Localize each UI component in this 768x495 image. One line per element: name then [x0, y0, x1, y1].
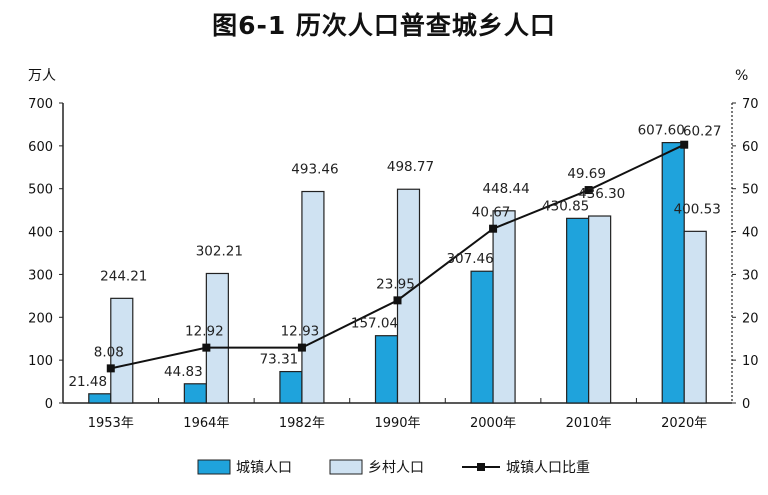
legend-label-urban: 城镇人口 [236, 460, 292, 476]
data-label-ratio: 8.08 [94, 344, 124, 360]
data-label-rural: 448.44 [482, 181, 529, 197]
x-tick-label: 1982年 [279, 416, 325, 431]
right-tick-label: 70 [742, 97, 759, 112]
bar-urban [279, 370, 303, 404]
left-tick-label: 700 [28, 97, 53, 112]
bar-rural [492, 210, 516, 404]
bar-rural [396, 188, 421, 404]
x-tick-label: 2020年 [661, 416, 707, 431]
left-tick-label: 0 [45, 397, 53, 412]
x-tick-label: 1964年 [183, 416, 229, 431]
data-label-urban: 430.85 [542, 198, 589, 214]
data-label-rural: 436.30 [578, 186, 625, 202]
x-tick-label: 2000年 [470, 416, 516, 431]
right-tick-label: 10 [742, 354, 759, 369]
bar-rural [205, 272, 229, 404]
bar-urban [183, 383, 207, 404]
data-label-ratio: 23.95 [376, 276, 415, 292]
x-tick-label: 1953年 [88, 416, 134, 431]
data-label-ratio: 40.67 [472, 205, 511, 221]
data-label-ratio: 49.69 [567, 166, 606, 182]
left-tick-label: 300 [28, 268, 53, 283]
line-marker [297, 343, 306, 352]
bar-urban [470, 270, 494, 404]
bar-urban [566, 217, 590, 404]
data-label-urban: 307.46 [446, 251, 493, 267]
chart-title: 图6-1 历次人口普查城乡人口 [212, 11, 556, 40]
line-marker [202, 343, 211, 352]
left-tick-label: 500 [28, 183, 53, 198]
left-tick-label: 400 [28, 226, 53, 241]
legend-swatch-rural [329, 459, 363, 475]
left-tick-label: 600 [28, 140, 53, 155]
line-marker [489, 224, 498, 233]
right-tick-label: 60 [742, 140, 759, 155]
right-axis-unit: % [735, 68, 748, 84]
right-tick-label: 30 [742, 268, 759, 283]
right-tick-label: 20 [742, 311, 759, 326]
bar-urban [88, 393, 112, 404]
x-tick-label: 1990年 [374, 416, 420, 431]
bar-rural [683, 230, 707, 404]
left-tick-label: 100 [28, 354, 53, 369]
data-label-urban: 21.48 [68, 374, 107, 390]
data-label-ratio: 60.27 [683, 124, 722, 140]
data-label-urban: 157.04 [351, 316, 398, 332]
right-tick-label: 40 [742, 226, 759, 241]
data-label-ratio: 12.92 [185, 324, 224, 340]
bar-urban [661, 142, 685, 404]
bar-urban [374, 335, 399, 404]
data-label-urban: 44.83 [164, 364, 203, 380]
data-label-rural: 498.77 [387, 159, 434, 175]
legend-label-rural: 乡村人口 [368, 460, 424, 476]
bar-rural [301, 190, 325, 404]
data-label-rural: 302.21 [196, 243, 243, 259]
data-label-urban: 607.60 [638, 123, 685, 139]
legend-swatch-urban [197, 459, 231, 475]
line-marker [680, 140, 689, 149]
right-tick-label: 0 [742, 397, 750, 412]
line-marker [106, 364, 115, 373]
legend-label-ratio: 城镇人口比重 [506, 460, 590, 476]
data-label-rural: 244.21 [100, 268, 147, 284]
bar-rural [110, 297, 134, 404]
data-label-rural: 400.53 [674, 201, 721, 217]
line-marker [393, 296, 402, 305]
bar-rural [588, 215, 612, 404]
data-label-rural: 493.46 [291, 162, 338, 178]
data-label-ratio: 12.93 [281, 324, 320, 340]
x-tick-label: 2010年 [566, 416, 612, 431]
data-label-urban: 73.31 [260, 352, 299, 368]
legend-swatch-ratio-marker [477, 463, 485, 471]
left-axis-unit: 万人 [28, 68, 56, 84]
right-tick-label: 50 [742, 183, 759, 198]
left-tick-label: 200 [28, 311, 53, 326]
line-marker [584, 186, 593, 195]
